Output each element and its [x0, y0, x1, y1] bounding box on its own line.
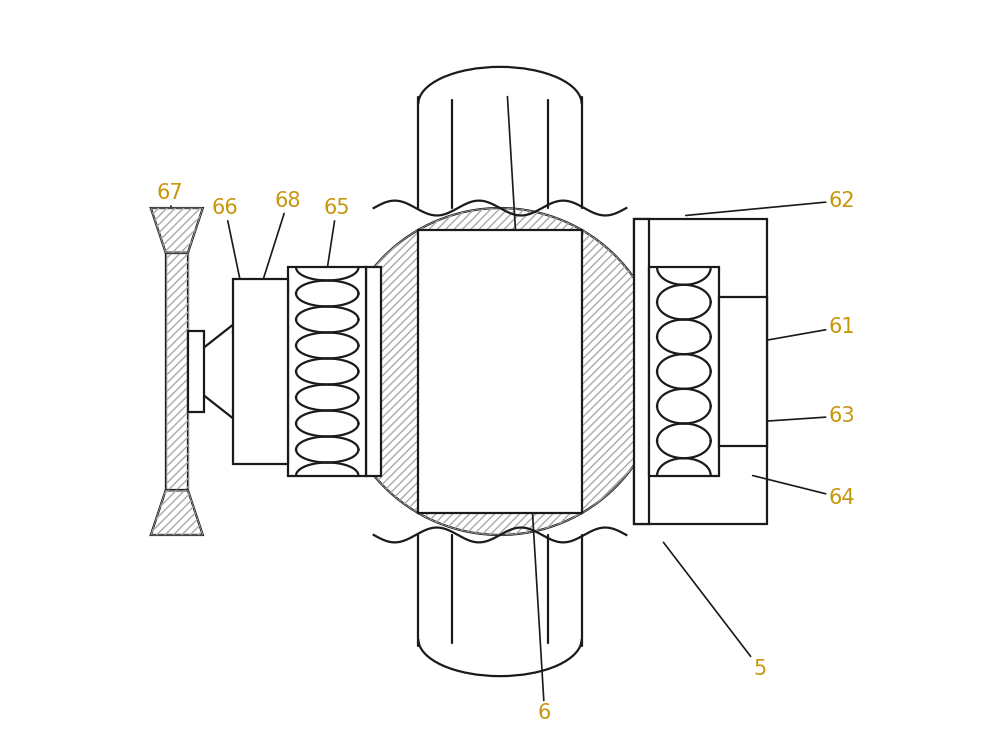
Text: 67: 67 [156, 184, 183, 253]
Text: 61: 61 [715, 317, 855, 349]
Bar [288, 267, 366, 476]
Circle shape [337, 208, 663, 535]
Text: 65: 65 [322, 198, 350, 305]
Bar [634, 219, 767, 524]
Text: 64: 64 [753, 476, 855, 507]
Bar [166, 253, 188, 490]
Polygon shape [151, 208, 203, 253]
Bar [188, 331, 204, 412]
Text: 68: 68 [262, 191, 301, 282]
Text: 6: 6 [507, 97, 551, 723]
Bar [233, 279, 288, 464]
Text: 63: 63 [730, 406, 855, 426]
Bar [418, 230, 582, 513]
Text: 66: 66 [212, 198, 244, 297]
Text: 62: 62 [686, 191, 855, 215]
Bar [634, 219, 649, 524]
Bar [366, 267, 381, 476]
Polygon shape [151, 490, 203, 535]
Bar [719, 297, 767, 446]
Text: 5: 5 [663, 542, 767, 678]
Bar [649, 267, 719, 476]
Bar [166, 253, 188, 490]
